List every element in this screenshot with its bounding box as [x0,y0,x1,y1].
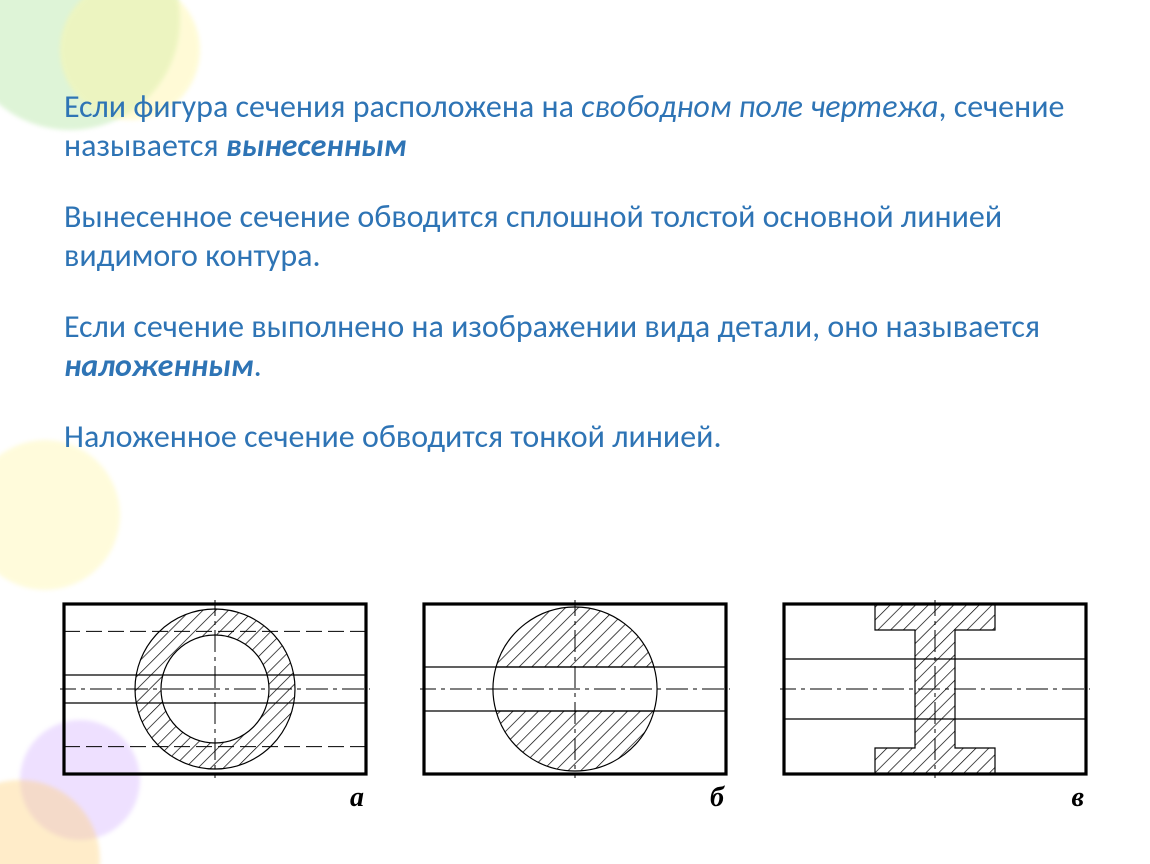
paragraph-4: Наложенное сечение обводится тонкой лини… [64,417,1086,456]
diagram-c-svg [780,600,1090,778]
diagram-b-label: б [710,782,730,814]
paragraph-2: Вынесенное сечение обводится сплошной то… [64,197,1086,275]
slide-content: Если фигура сечения расположена на свобо… [0,0,1150,456]
diagram-a: а [60,600,370,814]
paragraph-1: Если фигура сечения расположена на свобо… [64,87,1086,165]
diagram-a-label: а [350,782,370,814]
diagram-b: б [420,600,730,814]
diagram-c: в [780,600,1090,814]
p1-keyword-vynesennym: вынесенным [226,126,407,165]
p4-text: Наложенное сечение обводится тонкой лини… [64,417,722,456]
diagram-row: а б в [60,600,1090,814]
diagram-a-svg [60,600,370,778]
p3-text-c: . [254,346,262,385]
p1-text-a: Если фигура сечения расположена на [64,87,581,126]
p3-text-a: Если сечение выполнено на изображении ви… [64,307,1040,346]
diagram-c-label: в [1071,782,1090,814]
diagram-b-svg [420,600,730,778]
p1-keyword-field: свободном поле чертежа [581,87,938,126]
p2-text: Вынесенное сечение обводится сплошной то… [64,197,1002,275]
p3-keyword-nalozhennym: наложенным [64,346,254,385]
paragraph-3: Если сечение выполнено на изображении ви… [64,307,1086,385]
